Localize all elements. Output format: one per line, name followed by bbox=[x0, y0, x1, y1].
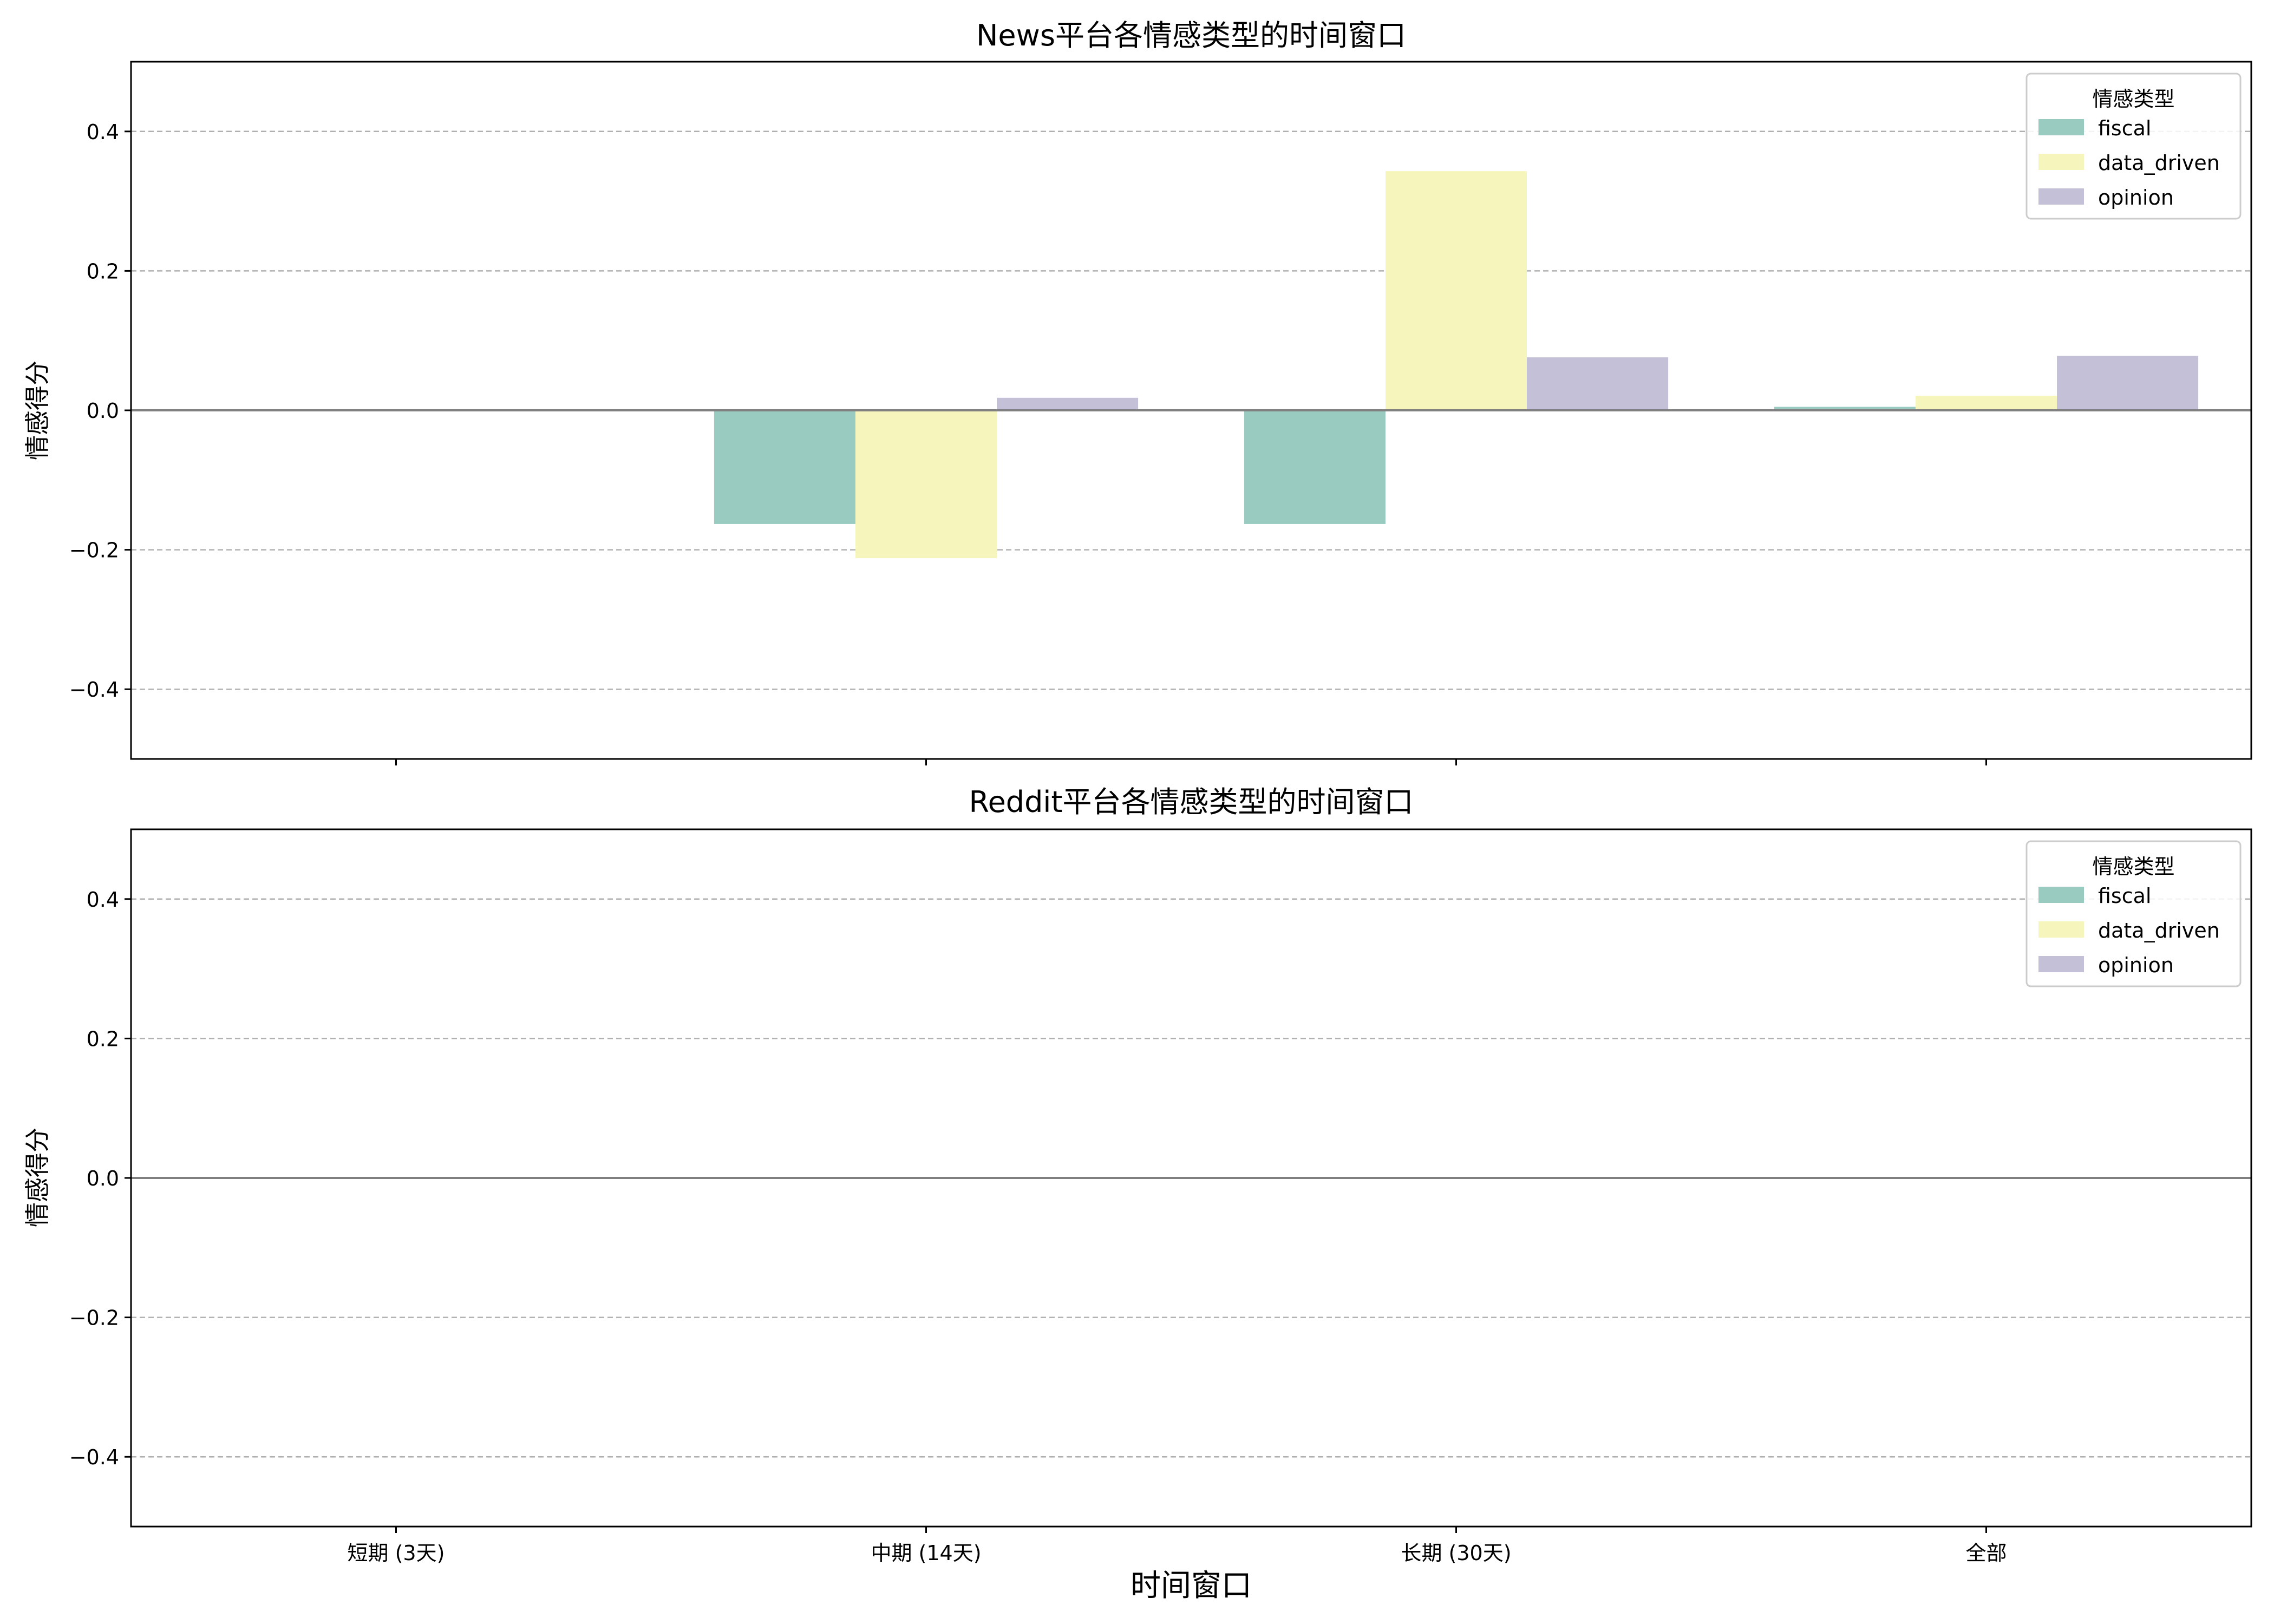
y-tick-label: 0.2 bbox=[87, 1027, 119, 1051]
bar-opinion bbox=[1527, 357, 1669, 410]
x-tick-label: 短期 (3天) bbox=[348, 1541, 445, 1565]
x-tick-label: 中期 (14天) bbox=[871, 1541, 981, 1565]
y-tick-label: −0.4 bbox=[69, 1445, 119, 1469]
legend-box bbox=[2025, 73, 2242, 220]
legend-label: opinion bbox=[2098, 186, 2174, 209]
y-tick-label: 0.0 bbox=[87, 1167, 119, 1190]
bar-fiscal bbox=[1774, 407, 1916, 410]
legend-swatch bbox=[2038, 887, 2084, 903]
reddit-y-axis-label: 情感得分 bbox=[23, 1128, 52, 1227]
x-axis-label: 时间窗口 bbox=[1131, 1568, 1252, 1603]
bar-opinion bbox=[997, 397, 1139, 410]
legend-label: opinion bbox=[2098, 953, 2174, 977]
y-tick-label: −0.4 bbox=[69, 678, 119, 702]
bar-fiscal bbox=[714, 410, 855, 524]
legend-swatch bbox=[2038, 921, 2084, 938]
news-panel: News平台各情感类型的时间窗口 情感得分 −0.4 −0.2 0.0 0.2 0.4 情… bbox=[23, 18, 2252, 765]
legend-box bbox=[2025, 840, 2242, 987]
reddit-panel: Reddit平台各情感类型的时间窗口 情感得分 −0.4 −0.2 0.0 0.2 0.… bbox=[23, 785, 2252, 1565]
y-tick-label: 0.4 bbox=[87, 120, 119, 144]
legend-label: fiscal bbox=[2098, 884, 2151, 908]
legend-swatch bbox=[2038, 119, 2084, 135]
y-tick-label: −0.2 bbox=[69, 1306, 119, 1330]
y-tick-label: 0.2 bbox=[87, 259, 119, 283]
x-tick-label: 全部 bbox=[1965, 1541, 2007, 1565]
legend-label: data_driven bbox=[2098, 919, 2220, 942]
bar-data_driven bbox=[855, 410, 997, 559]
x-tick-label: 长期 (30天) bbox=[1401, 1541, 1511, 1565]
legend-swatch bbox=[2038, 956, 2084, 972]
bar-data_driven bbox=[1915, 395, 2057, 410]
y-tick-label: 0.4 bbox=[87, 888, 119, 912]
legend-swatch bbox=[2038, 154, 2084, 170]
legend-title: 情感类型 bbox=[2092, 855, 2174, 879]
legend-title: 情感类型 bbox=[2092, 87, 2174, 111]
news-y-axis-label: 情感得分 bbox=[23, 361, 52, 460]
reddit-chart-title: Reddit平台各情感类型的时间窗口 bbox=[969, 785, 1413, 819]
y-tick-label: −0.2 bbox=[69, 539, 119, 562]
news-chart-title: News平台各情感类型的时间窗口 bbox=[976, 18, 1406, 53]
legend-swatch bbox=[2038, 188, 2084, 205]
bar-opinion bbox=[2057, 356, 2199, 410]
bar-data_driven bbox=[1385, 171, 1527, 410]
y-tick-label: 0.0 bbox=[87, 399, 119, 423]
legend-label: fiscal bbox=[2098, 116, 2151, 140]
legend-label: data_driven bbox=[2098, 151, 2220, 175]
bar-fiscal bbox=[1244, 410, 1386, 524]
